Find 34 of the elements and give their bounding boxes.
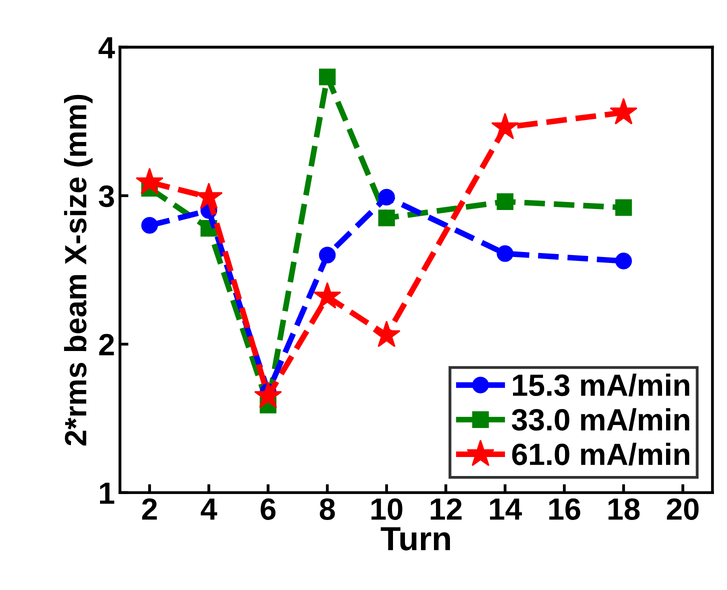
x-tick-label: 16 xyxy=(549,498,580,520)
y-tick-label: 4 xyxy=(98,37,115,58)
point xyxy=(610,98,638,124)
x-tick-label: 14 xyxy=(490,498,522,520)
point xyxy=(141,217,158,234)
y-tick-label: 2 xyxy=(99,334,114,356)
legend-label: 33.0 mA/min xyxy=(512,408,690,431)
point xyxy=(615,252,632,270)
point xyxy=(615,199,632,216)
point xyxy=(496,193,514,210)
x-tick-label: 6 xyxy=(260,498,276,520)
x-tick-label: 8 xyxy=(320,498,335,520)
legend-label: 61.0 mA/min xyxy=(512,442,690,466)
x-tick-label: 2 xyxy=(142,498,157,520)
x-axis-title: Turn xyxy=(380,527,450,550)
point xyxy=(136,168,164,194)
point xyxy=(378,210,395,226)
y-tick-label: 1 xyxy=(100,482,114,504)
y-tick-label: 3 xyxy=(98,185,114,208)
point xyxy=(496,245,514,262)
x-tick-label: 4 xyxy=(200,498,218,520)
point xyxy=(254,382,282,408)
point xyxy=(491,112,519,140)
point xyxy=(319,246,336,264)
legend-label: 15.3 mA/min xyxy=(512,374,690,396)
point xyxy=(319,68,336,86)
y-axis-title: 2*rms beam X-size (mm) xyxy=(64,94,93,446)
x-tick-label: 18 xyxy=(608,498,640,520)
point xyxy=(378,188,395,206)
point xyxy=(313,282,342,309)
x-tick-label: 12 xyxy=(430,498,462,520)
x-tick-label: 20 xyxy=(666,498,699,520)
x-tick-label: 10 xyxy=(372,498,402,520)
point xyxy=(372,320,400,348)
